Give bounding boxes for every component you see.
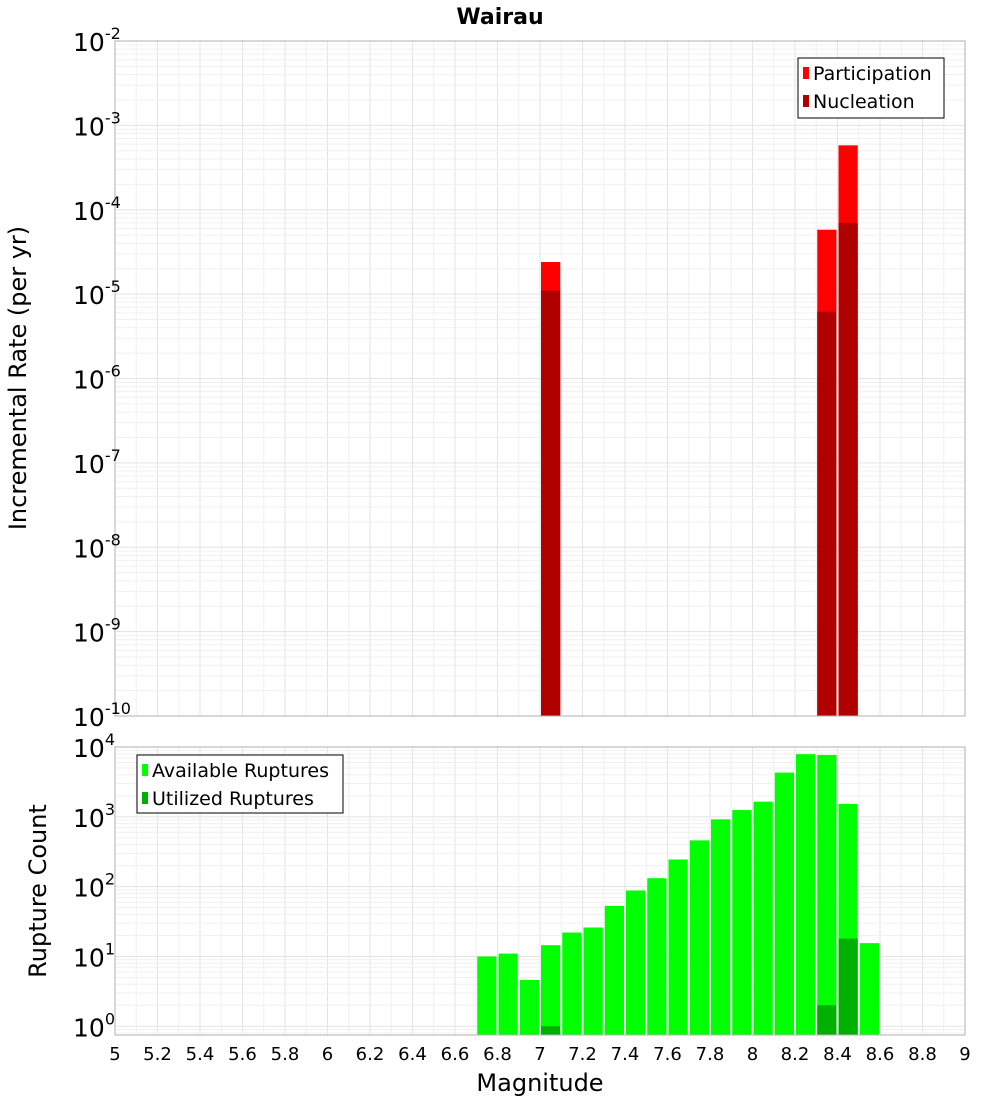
bar-available-ruptures (774, 772, 794, 1035)
legend-swatch (803, 67, 809, 79)
y-tick-label: 101 (73, 939, 115, 972)
top-legend: Participation Nucleation (797, 57, 945, 119)
bar-available-ruptures (604, 905, 624, 1035)
y-tick-label: 103 (73, 800, 115, 833)
x-axis-ticks: 5 5.2 5.4 5.6 5.8 6 6.2 6.4 6.6 6.8 7 7.2 7.4 7.6 7.8 8… (109, 1044, 970, 1065)
legend-entry: Nucleation (813, 91, 915, 113)
top-y-axis-label: Incremental Rate (per yr) (4, 226, 32, 530)
bottom-panel-bars (477, 754, 879, 1035)
y-tick-label: 10-3 (73, 108, 121, 141)
bar-available-ruptures (583, 927, 603, 1035)
y-tick-label: 10-8 (73, 530, 121, 563)
bar-available-ruptures (796, 754, 816, 1035)
bar-nucleation (817, 311, 837, 716)
bottom-y-axis-label: Rupture Count (24, 804, 52, 978)
y-tick-label: 10-2 (73, 24, 121, 57)
legend-entry: Participation (813, 63, 932, 85)
bar-utilized-ruptures (838, 938, 858, 1035)
x-tick-label: 7.2 (568, 1044, 597, 1065)
top-panel-y-ticks: 10-10 10-9 10-8 10-7 10-6 10-5 10-4 10-3 10-2 (73, 24, 131, 732)
bar-available-ruptures (732, 810, 752, 1035)
legend-entry: Available Ruptures (152, 760, 329, 782)
bar-available-ruptures (859, 943, 879, 1035)
legend-swatch (142, 792, 148, 804)
legend-entry: Utilized Ruptures (152, 788, 314, 810)
y-tick-label: 10-7 (73, 446, 121, 479)
legend-box (797, 57, 945, 119)
x-tick-label: 7.4 (611, 1044, 640, 1065)
y-tick-label: 10-4 (73, 193, 121, 226)
bar-available-ruptures (498, 953, 518, 1035)
bar-available-ruptures (711, 819, 731, 1035)
x-tick-label: 5.6 (228, 1044, 257, 1065)
y-tick-label: 102 (73, 870, 115, 903)
x-tick-label: 8.2 (781, 1044, 810, 1065)
bar-available-ruptures (753, 801, 773, 1035)
x-tick-label: 6.4 (398, 1044, 427, 1065)
bar-available-ruptures (626, 890, 646, 1035)
bar-available-ruptures (668, 859, 688, 1035)
x-tick-label: 8 (747, 1044, 758, 1065)
bar-available-ruptures (477, 956, 497, 1035)
top-panel-grid (114, 40, 966, 717)
x-tick-label: 6 (322, 1044, 333, 1065)
y-tick-label: 10-9 (73, 615, 121, 648)
x-tick-label: 5.2 (143, 1044, 172, 1065)
x-tick-label: 8.6 (866, 1044, 895, 1065)
x-axis-label: Magnitude (476, 1069, 603, 1097)
bottom-legend: Available Ruptures Utilized Ruptures (136, 754, 344, 814)
x-tick-label: 7.8 (696, 1044, 725, 1065)
bar-available-ruptures (647, 878, 667, 1035)
bar-nucleation (541, 290, 561, 716)
bar-nucleation (838, 222, 858, 716)
bar-available-ruptures (689, 840, 709, 1035)
legend-box (136, 754, 344, 814)
bar-available-ruptures (817, 754, 837, 1035)
bar-available-ruptures (562, 932, 582, 1035)
x-tick-label: 8.8 (908, 1044, 937, 1065)
top-panel-bars (541, 145, 858, 717)
top-panel-frame (114, 40, 966, 717)
x-tick-label: 6.6 (441, 1044, 470, 1065)
x-tick-label: 7 (534, 1044, 545, 1065)
x-tick-label: 6.2 (356, 1044, 385, 1065)
y-tick-label: 10-5 (73, 277, 121, 310)
bar-utilized-ruptures (817, 1005, 837, 1035)
x-tick-label: 8.4 (823, 1044, 852, 1065)
legend-swatch (803, 95, 809, 107)
bar-utilized-ruptures (541, 1026, 561, 1035)
y-tick-label: 10-10 (73, 699, 131, 732)
y-tick-label: 104 (73, 730, 115, 763)
chart-title: Wairau (456, 5, 543, 30)
x-tick-label: 9 (959, 1044, 970, 1065)
x-tick-label: 6.8 (483, 1044, 512, 1065)
x-tick-label: 5.8 (271, 1044, 300, 1065)
bottom-panel-y-ticks: 100 101 102 103 104 (73, 730, 115, 1042)
y-tick-label: 10-6 (73, 362, 121, 395)
x-tick-label: 5.4 (186, 1044, 215, 1065)
bottom-panel-frame (114, 746, 966, 1036)
legend-swatch (142, 764, 148, 776)
x-tick-label: 5 (109, 1044, 120, 1065)
y-tick-label: 100 (73, 1009, 115, 1042)
bar-available-ruptures (519, 980, 539, 1035)
x-tick-label: 7.6 (653, 1044, 682, 1065)
bar-available-ruptures (541, 945, 561, 1035)
